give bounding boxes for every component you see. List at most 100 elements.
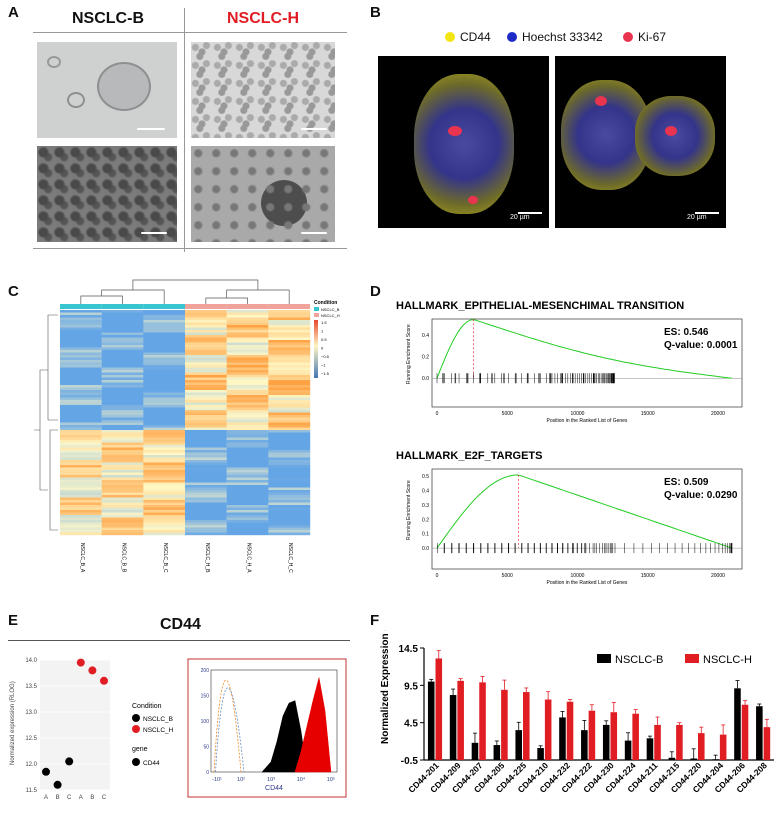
heatmap-cell [268, 355, 311, 358]
heatmap-cell [268, 392, 311, 396]
heatmap-cell [101, 470, 144, 473]
heatmap-cell [185, 450, 227, 453]
heatmap-cell [185, 472, 227, 476]
heatmap-cell [60, 442, 102, 446]
heatmap-cell [101, 465, 144, 468]
heatmap-cell [185, 497, 227, 501]
heatmap-cell [268, 472, 311, 476]
heatmap-cell [101, 460, 144, 463]
heatmap-cell [143, 352, 186, 356]
heatmap-cell [143, 460, 186, 463]
heatmap-cell [101, 407, 144, 411]
heatmap-cell [60, 440, 102, 443]
panel-e: CD44 11.5 12.0 12.5 13.0 13.5 14.0 Normalized … [0, 612, 360, 812]
flow-histogram-red [294, 677, 332, 773]
heatmap-cell [185, 392, 227, 396]
gsea-title: HALLMARK_E2F_TARGETS [396, 450, 542, 462]
heatmap-cell [101, 332, 144, 336]
flow-ytick: 200 [201, 668, 210, 674]
fluorescence-image-left: 20 µm [378, 56, 549, 228]
heatmap-cell [268, 412, 311, 416]
heatmap-cell [185, 477, 227, 481]
heatmap-cell [143, 450, 186, 453]
heatmap-cell [226, 422, 269, 426]
heatmap-cell [226, 487, 269, 491]
heatmap-cell [226, 465, 269, 468]
heatmap-cell [101, 315, 144, 318]
heatmap-cell [143, 327, 186, 331]
heatmap-cell [268, 452, 311, 456]
heatmap-cell [226, 417, 269, 421]
bar-nsclc-b [537, 748, 544, 760]
heatmap-cell [185, 500, 227, 503]
column-dendrogram [80, 279, 290, 306]
heatmap-cell [143, 362, 186, 366]
bar-nsclc-h [698, 733, 705, 760]
bar-nsclc-h [676, 724, 683, 760]
heatmap-cell [268, 385, 311, 388]
gsea-qvalue: Q-value: 0.0001 [664, 340, 738, 351]
sample-label: NSCLC_H_A [246, 543, 252, 573]
heatmap-cell [185, 465, 227, 468]
heatmap-cell [60, 332, 102, 336]
heatmap-cell [268, 532, 311, 536]
heatmap-cell [143, 372, 186, 376]
heatmap-cell [226, 432, 269, 436]
heatmap-cell [268, 450, 311, 453]
heatmap-cell [268, 340, 311, 343]
heatmap-cell [143, 365, 186, 368]
heatmap-cell [101, 362, 144, 366]
heatmap-cell [143, 497, 186, 501]
heatmap-cell [268, 507, 311, 511]
heatmap-cell [60, 335, 102, 338]
heatmap-cell [268, 455, 311, 458]
heatmap-cell [101, 457, 144, 461]
heatmap-cell [143, 470, 186, 473]
heatmap-cell [268, 320, 311, 323]
heatmap-cell [185, 532, 227, 536]
gsea-frame [431, 318, 743, 408]
heatmap-cell [101, 395, 144, 398]
heatmap-cell [60, 392, 102, 396]
heatmap-cell [185, 485, 227, 488]
heatmap-cell [60, 350, 102, 353]
heatmap-cell [268, 442, 311, 446]
heatmap-cell [226, 502, 269, 506]
heatmap-cell [226, 437, 269, 441]
heatmap-cell [268, 422, 311, 426]
heatmap-cell [226, 317, 269, 321]
heatmap-cell [60, 432, 102, 436]
heatmap-cell [226, 485, 269, 488]
condition-legend-swatch [314, 307, 319, 311]
heatmap-cell [101, 442, 144, 446]
gsea-ytick: 0.1 [422, 532, 429, 538]
heatmap-cell [101, 345, 144, 348]
heatmap-cell [60, 517, 102, 521]
heatmap-cell [60, 407, 102, 411]
heatmap-cell [268, 447, 311, 451]
heatmap-cell [101, 340, 144, 343]
scatter-xtick: B [56, 795, 60, 801]
flow-control-blue [215, 687, 245, 773]
heatmap-cell [185, 342, 227, 346]
gsea-ytick: 0.2 [422, 355, 429, 361]
heatmap-cell [268, 477, 311, 481]
heatmap-cell [226, 352, 269, 356]
heatmap-cell [268, 377, 311, 381]
scatter-xtick: C [67, 795, 72, 801]
heatmap-cell [143, 495, 186, 498]
scalebar-label-left: 20 µm [510, 214, 530, 221]
heatmap-cell [60, 505, 102, 508]
bar-nsclc-b [690, 758, 697, 760]
heatmap-cell [268, 332, 311, 336]
heatmap-cell [60, 480, 102, 483]
heatmap-cell [101, 412, 144, 416]
heatmap-cell [60, 385, 102, 388]
bar-nsclc-h [523, 692, 530, 760]
heatmap-cell [268, 415, 311, 418]
heatmap-cell [60, 470, 102, 473]
heatmap-cell [226, 350, 269, 353]
heatmap-cell [101, 447, 144, 451]
panel-label-f: F [370, 612, 380, 629]
